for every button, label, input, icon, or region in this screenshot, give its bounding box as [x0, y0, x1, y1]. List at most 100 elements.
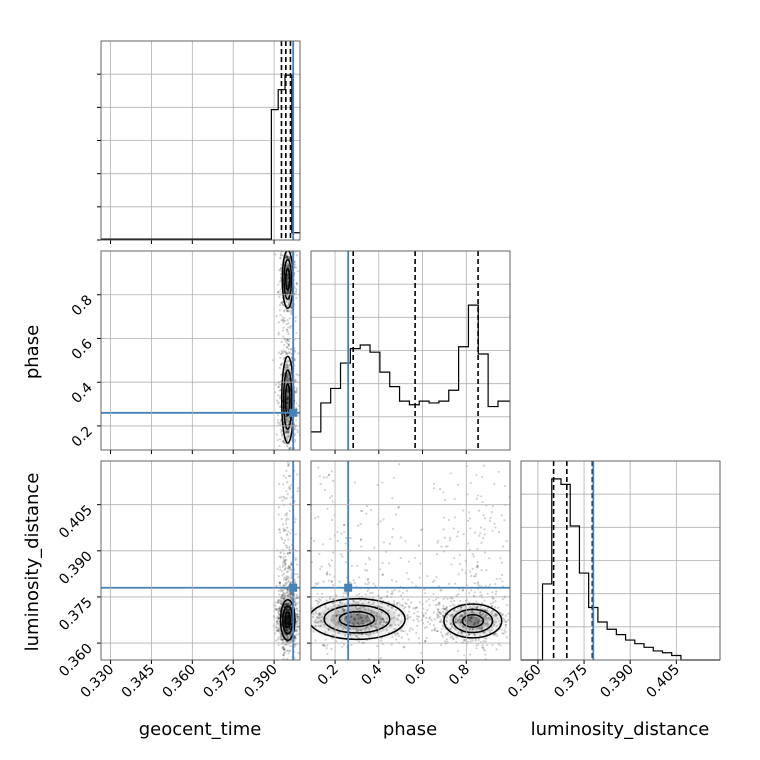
sample-point — [282, 319, 285, 322]
sample-point — [486, 421, 488, 423]
sample-point — [473, 633, 476, 636]
sample-point — [287, 608, 290, 611]
sample-point — [411, 581, 414, 584]
sample-point — [295, 281, 298, 285]
sample-point — [293, 450, 295, 452]
sample-point — [373, 546, 376, 549]
sample-point — [287, 567, 290, 570]
sample-point — [278, 607, 281, 611]
contour-level — [284, 383, 291, 417]
sample-point — [461, 588, 465, 592]
sample-point — [375, 614, 378, 617]
panel-phase-luminosity_distance-contents — [259, 421, 518, 660]
sample-point — [391, 592, 394, 595]
sample-point — [387, 604, 390, 607]
sample-point — [289, 561, 293, 564]
sample-point — [478, 611, 482, 614]
sample-point — [287, 434, 291, 437]
sample-point — [337, 631, 340, 635]
sample-point — [406, 617, 409, 621]
sample-point — [281, 566, 284, 569]
sample-point — [461, 615, 464, 618]
sample-point — [286, 453, 288, 455]
sample-point — [301, 636, 303, 638]
sample-point — [375, 626, 378, 630]
sample-point — [286, 291, 289, 294]
sample-point — [486, 609, 489, 612]
sample-point — [486, 624, 489, 628]
sample-point — [379, 657, 382, 660]
histogram-phase — [311, 304, 510, 433]
sample-point — [286, 352, 289, 355]
sample-point — [285, 576, 288, 579]
sample-point — [499, 557, 502, 560]
sample-point — [448, 539, 451, 542]
sample-point — [436, 629, 439, 633]
hist-luminosity_distance-frame — [520, 460, 721, 661]
sample-point — [504, 630, 507, 634]
sample-point — [322, 644, 325, 647]
sample-point — [432, 482, 436, 485]
sample-point — [286, 309, 289, 313]
sample-point — [286, 246, 288, 248]
sample-point — [398, 603, 402, 606]
sample-point — [339, 601, 342, 604]
sample-point — [503, 619, 506, 622]
sample-point — [286, 292, 289, 295]
sample-point — [281, 646, 284, 649]
sample-point — [391, 635, 394, 638]
sample-point — [470, 589, 473, 592]
sample-point — [285, 575, 288, 578]
sample-point — [289, 551, 292, 554]
sample-point — [443, 516, 446, 519]
sample-point — [337, 614, 340, 617]
sample-point — [473, 621, 476, 624]
sample-point — [481, 646, 484, 649]
sample-point — [350, 615, 353, 618]
sample-point — [294, 533, 297, 536]
sample-point — [476, 581, 480, 584]
sample-point — [294, 557, 298, 560]
sample-point — [295, 615, 298, 618]
sample-point — [285, 378, 288, 381]
sample-point — [456, 620, 459, 623]
sample-point — [478, 626, 482, 630]
sample-point — [313, 620, 316, 623]
sample-point — [285, 376, 288, 379]
sample-point — [286, 401, 289, 404]
sample-point — [259, 604, 261, 606]
sample-point — [330, 559, 333, 562]
sample-point — [280, 263, 283, 266]
sample-point — [449, 604, 452, 607]
sample-point — [362, 622, 365, 626]
sample-point — [303, 643, 305, 645]
sample-point — [277, 331, 280, 334]
sample-point — [289, 484, 293, 487]
sample-point — [516, 621, 518, 623]
sample-point — [488, 629, 491, 633]
sample-point — [439, 620, 442, 624]
sample-point — [357, 458, 359, 460]
sample-point — [297, 633, 300, 636]
sample-point — [461, 615, 464, 618]
sample-point — [489, 602, 493, 605]
sample-point — [278, 607, 281, 610]
sample-point — [322, 543, 325, 546]
sample-point — [287, 577, 290, 580]
sample-point — [331, 500, 334, 503]
sample-point — [297, 487, 300, 490]
sample-point — [284, 544, 287, 547]
sample-point — [288, 351, 291, 355]
density-level — [285, 614, 290, 626]
sample-point — [286, 580, 290, 584]
sample-point — [505, 604, 509, 607]
sample-point — [297, 352, 300, 355]
sample-point — [285, 402, 289, 405]
sample-point — [457, 631, 460, 635]
sample-point — [376, 644, 379, 648]
sample-point — [441, 634, 444, 637]
sample-point — [281, 316, 284, 319]
sample-point — [283, 441, 286, 445]
sample-point — [482, 648, 485, 651]
sample-point — [288, 364, 291, 367]
